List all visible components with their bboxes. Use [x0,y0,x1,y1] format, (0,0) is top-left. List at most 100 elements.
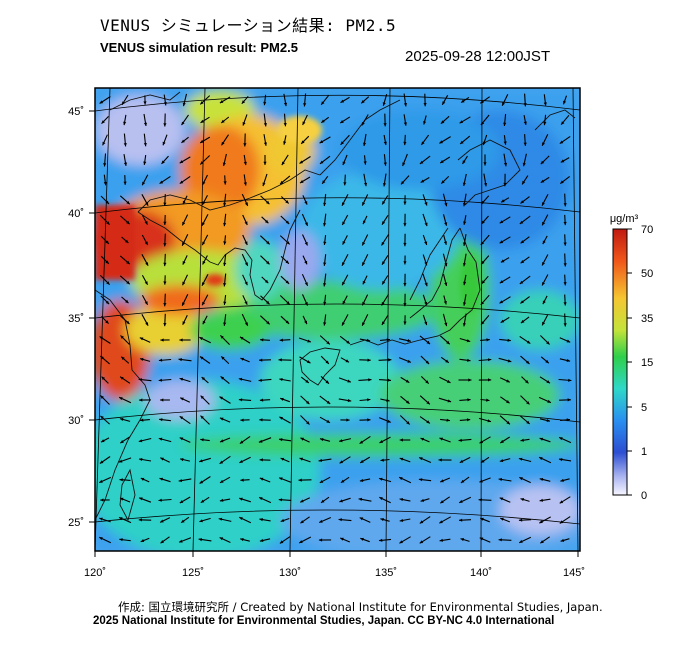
wind-arrow-head [299,540,303,543]
credit-line: 作成: 国立環境研究所 / Created by National Instit… [118,600,603,614]
wind-arrow-head [298,478,302,482]
wind-arrow-head [286,301,290,305]
timestamp: 2025-09-28 12:00JST [405,48,551,65]
wind-arrow-head [519,539,523,543]
wind-arrow-head [424,241,428,245]
wind-arrow-head [244,221,248,225]
wind-arrow-head [304,320,307,325]
wind-arrow-head [566,339,571,343]
wind-arrow-head [285,280,290,284]
wind-arrow-head [181,139,185,143]
wind-arrow-head [362,280,366,285]
wind-arrow-head [178,479,183,483]
wind-arrow-head [559,520,564,524]
wind-arrow-head [126,260,130,265]
wind-arrow-head [260,338,264,342]
wind-arrow-head [406,421,410,425]
wind-arrow-head [163,323,167,327]
wind-arrow-head [240,418,244,422]
wind-arrow-head [319,519,323,523]
wind-arrow-head [139,337,144,341]
wind-arrow-head [266,300,270,305]
wind-arrow-head [403,303,407,307]
wind-arrow-head [340,479,345,483]
wind-arrow-head [488,358,492,362]
wind-arrow-head [280,180,284,185]
wind-arrow-head [419,540,424,544]
wind-arrow-head [159,418,163,422]
wind-arrow-head [366,338,371,342]
wind-arrow-head [266,260,270,265]
wind-arrow-head [443,301,447,305]
wind-arrow-head [500,439,504,443]
wind-arrow-head [563,302,567,306]
wind-arrow-head [424,282,428,287]
wind-arrow-head [459,459,464,463]
wind-arrow-head [342,322,345,326]
wind-arrow-head [126,220,130,225]
wind-arrow-head [160,338,164,342]
wind-arrow-head [200,395,204,399]
wind-arrow-head [546,341,550,345]
wind-arrow-head [163,281,167,285]
wind-arrow-head [382,183,387,187]
wind-arrow-head [200,139,204,143]
wind-arrow-head [263,142,267,146]
wind-arrow-head [444,282,448,286]
wind-arrow-head [419,520,424,524]
wind-arrow-head [182,302,185,306]
wind-arrow-head [285,200,289,204]
wind-arrow-head [181,121,185,126]
wind-arrow-head [563,242,567,246]
colorbar-label-15: 15 [641,357,653,369]
wind-arrow-head [382,221,386,225]
wind-arrow-head [144,221,148,225]
license-line: 2025 National Institute for Environmenta… [93,615,555,627]
wind-arrow-head [523,103,527,107]
wind-arrow-head [322,180,326,184]
wind-arrow-head [223,202,227,207]
wind-arrow-head [161,160,165,164]
wind-arrow-head [480,121,485,125]
lon-label-140: 140˚ [470,567,492,579]
wind-arrow-head [323,223,327,227]
wind-arrow-head [420,179,425,183]
wind-arrow-head [461,99,465,103]
wind-arrow-head [444,322,448,327]
wind-arrow-head [138,378,142,382]
wind-arrow-head [462,160,466,164]
wind-arrow-head [360,459,364,463]
wind-arrow-head [359,478,364,482]
wind-arrow-head [220,479,224,483]
title-japanese: VENUS シミュレーション結果: PM2.5 [100,16,397,35]
wind-arrow-head [362,322,365,326]
wind-arrow-head [240,336,244,340]
wind-arrow-head [559,500,564,504]
wind-arrow-head [363,161,367,165]
wind-arrow-head [380,518,384,522]
wind-arrow-head [304,260,308,265]
wind-arrow-head [543,102,547,106]
wind-arrow-head [144,281,148,285]
wind-arrow-head [403,321,407,325]
wind-arrow-head [440,160,444,163]
wind-arrow-head [285,320,290,324]
wind-arrow-head [219,100,224,103]
wind-arrow-head [283,123,287,127]
wind-arrow-head [158,358,163,362]
wind-arrow-head [542,321,546,326]
wind-arrow-head [339,499,343,503]
wind-arrow-head [259,398,264,402]
wind-arrow-head [424,202,428,206]
lat-ticks [89,110,95,523]
wind-arrow-head [280,518,285,522]
wind-arrow-head [304,241,308,246]
wind-arrow-head [323,262,327,266]
wind-arrow-head [386,398,390,402]
wind-arrow-head [426,340,430,345]
wind-arrow-head [144,241,148,245]
wind-arrow-head [563,221,567,226]
wind-arrow-head [200,438,204,442]
wind-arrow-head [483,162,487,166]
